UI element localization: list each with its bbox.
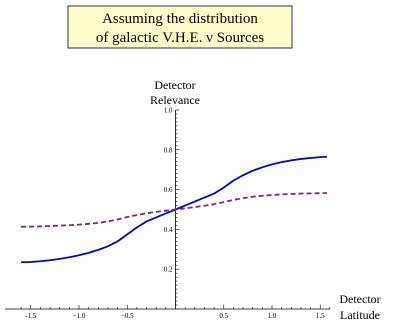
y-axis-title-line-1: Detector — [154, 78, 195, 92]
title-box — [67, 5, 293, 49]
y-axis-title: Detector Relevance — [150, 78, 200, 107]
x-tick-label: -1.5 — [25, 312, 37, 320]
y-tick-label: 0.6 — [164, 186, 173, 194]
y-tick-label: 0.4 — [164, 226, 173, 234]
x-tick-label: −0.5 — [121, 312, 134, 320]
x-axis-title-line-2: Latitude — [340, 308, 380, 322]
y-axis-title-line-2: Relevance — [150, 93, 200, 107]
title-group: Assuming the distribution of galactic V.… — [67, 5, 293, 49]
axes — [5, 110, 330, 310]
x-axis-title-line-1: Detector — [339, 292, 380, 306]
x-axis-title: Detector Latitude — [339, 292, 380, 322]
title-line-1: Assuming the distribution — [102, 11, 258, 27]
x-tick-label: 0.5 — [219, 312, 228, 320]
series-lines — [21, 155, 328, 264]
x-tick-label: 1.0 — [268, 312, 277, 320]
y-tick-label: 0.8 — [164, 146, 173, 154]
y-tick-label: 1.0 — [164, 107, 173, 115]
series-line-2 — [21, 192, 328, 228]
title-line-2: of galactic V.H.E. ν Sources — [96, 30, 264, 46]
y-tick-label: 0.2 — [164, 266, 173, 274]
ticks: -1.5 −1.0 −0.5 0.5 1.0 1.5 0.2 0.4 0.6 0.8 1.0 — [20, 107, 331, 320]
x-tick-label: −1.0 — [73, 312, 86, 320]
x-tick-label: 1.5 — [316, 312, 325, 320]
